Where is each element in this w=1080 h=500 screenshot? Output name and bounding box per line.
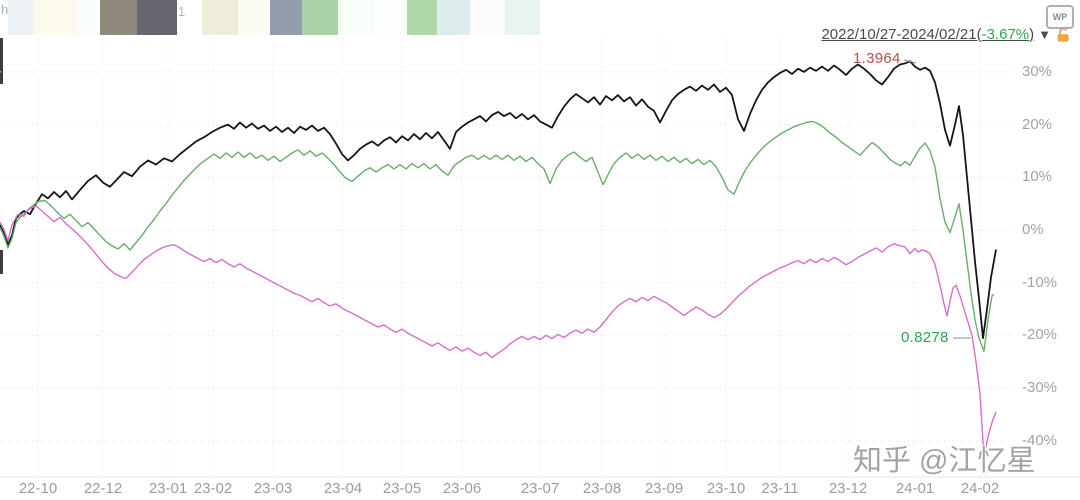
swatch-strip: h 1 [0,0,1080,35]
x-tick-label: 23-03 [253,480,293,497]
y-tick-label: 20% [1022,115,1053,133]
green-line [0,120,995,352]
black-line [0,60,997,339]
x-tick-label: 23-08 [582,480,622,497]
color-swatch [375,0,407,35]
color-swatch [505,0,540,35]
left-edge-mark-top [0,38,3,84]
x-tick-label: 23-12 [828,480,868,497]
zhihu-watermark: 知乎 @江忆星 [853,445,1036,477]
date-range-control[interactable]: 2022/10/27-2024/02/21(-3.67%) ▼ [821,26,1072,43]
x-tick-label: 24-02 [960,480,1000,497]
x-tick-label: 23-05 [382,480,422,497]
y-tick-label: 30% [1022,62,1053,80]
x-tick-label: 23-02 [193,480,233,497]
dropdown-arrow-icon[interactable]: ▼ [1038,26,1051,42]
x-tick-label: 23-09 [644,480,684,497]
color-swatch [302,0,338,35]
y-tick-label: 10% [1022,168,1053,186]
left-edge-mark-mid [0,250,3,274]
color-swatch [238,0,270,35]
y-tick-label: -10% [1022,273,1058,291]
x-tick-label: 23-04 [323,480,363,497]
y-tick-label: -20% [1022,326,1058,344]
x-tick-label: 22-12 [83,480,123,497]
color-swatch [202,0,238,35]
x-tick-label: 22-10 [18,480,58,497]
color-swatch [77,0,100,35]
unlock-icon[interactable] [1055,26,1072,43]
wp-office-badge[interactable]: WP [1046,5,1074,29]
color-swatch [100,0,137,35]
y-tick-label: -30% [1022,379,1058,397]
date-range-text[interactable]: 2022/10/27-2024/02/21(-3.67%) [821,26,1035,43]
color-swatch [137,0,177,35]
color-swatch [437,0,470,35]
y-tick-label: 0% [1022,221,1044,238]
color-swatch [270,0,302,35]
x-tick-label: 23-07 [520,480,560,497]
color-swatch [470,0,505,35]
color-swatch [8,0,33,35]
x-tick-label: 23-06 [442,480,482,497]
range-return-value: -3.67% [981,26,1030,43]
color-swatch [33,0,77,35]
x-tick-label: 23-11 [761,480,799,497]
color-swatch [338,0,375,35]
stray-char-mid: 1 [178,4,186,19]
color-swatch [407,0,437,35]
magenta-line [0,205,997,459]
min-value-label: 0.8278 [901,329,949,346]
max-value-label: 1.3964 [853,50,901,67]
x-tick-label: 23-01 [148,480,188,497]
y-tick-label: -40% [1022,431,1058,449]
x-tick-label: 23-10 [706,480,746,497]
x-tick-label: 24-01 [895,480,935,497]
stray-char-left: h [1,2,9,17]
max-value-label-pointer [903,59,917,64]
